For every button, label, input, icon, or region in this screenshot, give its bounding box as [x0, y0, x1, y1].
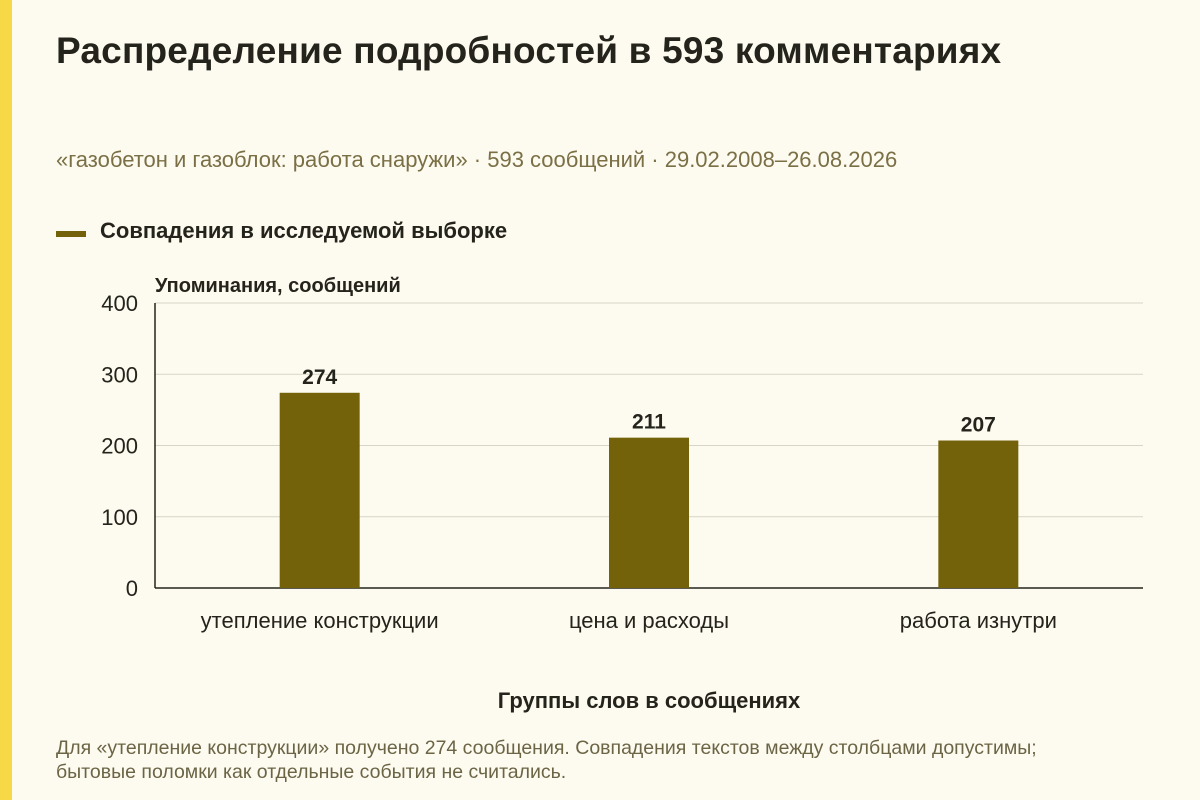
bar-1: [279, 392, 360, 588]
chart-subtitle: «газобетон и газоблок: работа снаружи» ·…: [56, 147, 898, 172]
x-tick-label: работа изнутри: [900, 608, 1057, 633]
y-tick-label: 400: [101, 291, 138, 316]
legend: Совпадения в исследуемой выборке: [56, 218, 507, 244]
y-tick-label: 0: [126, 576, 138, 601]
y-tick-label: 100: [101, 505, 138, 530]
x-tick-label: утепление конструкции: [201, 608, 439, 633]
x-axis-label: Группы слов в сообщениях: [498, 688, 801, 713]
x-tick-label: цена и расходы: [569, 608, 729, 633]
bar-2: [609, 437, 689, 588]
chart-title: Распределение подробностей в 593 коммент…: [56, 30, 1002, 71]
accent-stripe: [0, 0, 12, 800]
data-label: 274: [302, 366, 337, 389]
y-tick-label: 300: [101, 362, 138, 387]
legend-swatch: [56, 231, 86, 237]
bar-3: [938, 440, 1019, 588]
legend-label: Совпадения в исследуемой выборке: [100, 218, 508, 243]
bar-chart: 0 100 200 300 400 Упоминания, сообщений 274 уте…: [101, 275, 1143, 713]
data-label: 211: [632, 411, 666, 434]
y-axis-label: Упоминания, сообщений: [155, 275, 401, 297]
footnote: Для «утепление конструкции» получено 274…: [56, 737, 1037, 783]
data-label: 207: [961, 414, 996, 437]
y-tick-label: 200: [101, 434, 138, 459]
